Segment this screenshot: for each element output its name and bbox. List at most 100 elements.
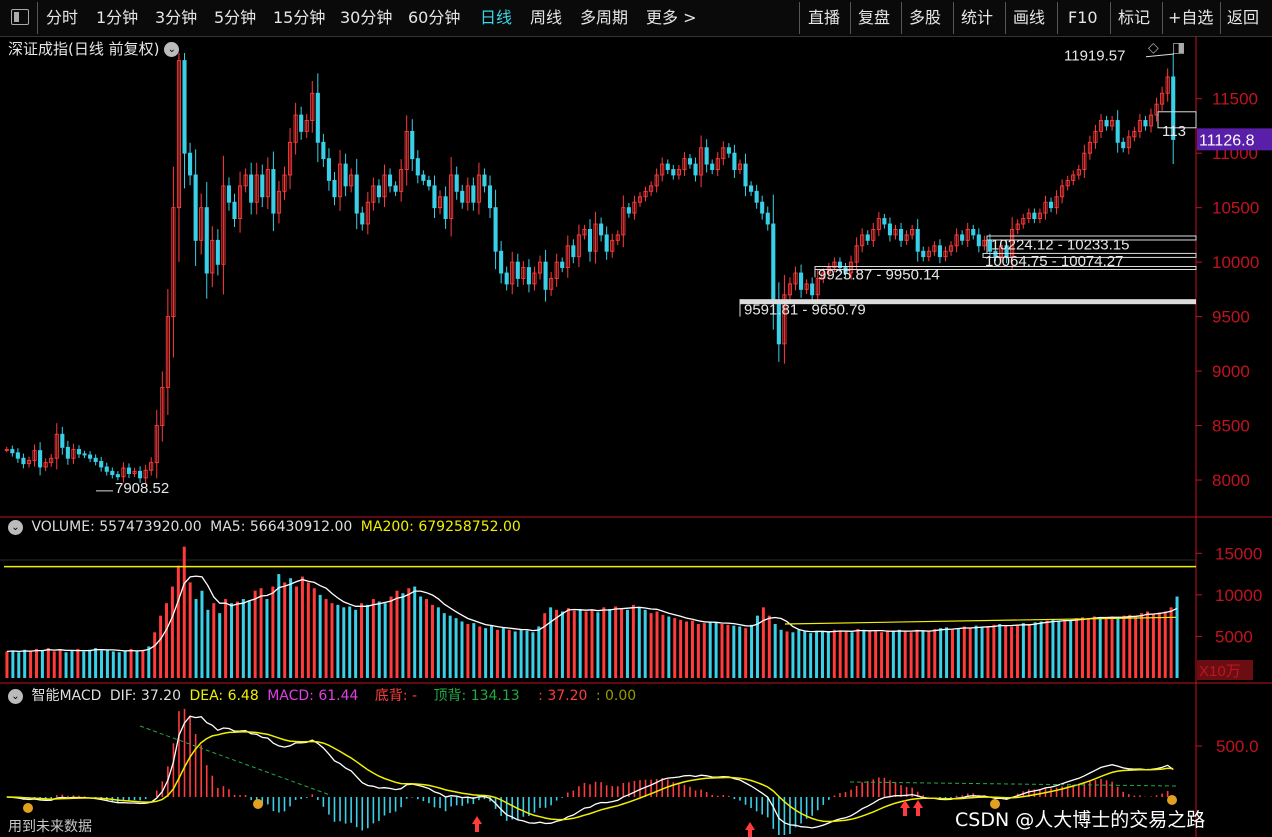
buy-arrow-icon — [745, 822, 755, 837]
toolbar-divider — [1005, 2, 1006, 34]
add-watchlist-button[interactable]: +自选 — [1168, 8, 1214, 27]
low-price-label: 7908.52 — [115, 480, 169, 497]
divergence-line — [139, 725, 331, 796]
top-divergence: 顶背: 134.13 — [433, 688, 520, 704]
tab-1min[interactable]: 1分钟 — [96, 8, 139, 27]
candle-body — [1010, 229, 1015, 258]
candle-body — [899, 229, 904, 241]
candle-body — [676, 169, 681, 176]
candle-body — [293, 114, 298, 143]
tab-multi-period[interactable]: 多周期 — [580, 8, 629, 27]
candle-body — [393, 185, 398, 192]
tab-15min[interactable]: 15分钟 — [273, 8, 326, 27]
volume-bar — [744, 628, 748, 678]
volume-bar — [891, 630, 895, 678]
volume-bar — [501, 627, 505, 678]
volume-bar — [927, 631, 931, 678]
more-dropdown[interactable]: 更多 > — [646, 8, 697, 27]
chevron-down-icon[interactable]: ⌄ — [8, 519, 23, 535]
review-button[interactable]: 复盘 — [858, 8, 891, 27]
candle-body — [1026, 212, 1031, 220]
chevron-down-icon[interactable]: ⌄ — [8, 688, 23, 704]
candle-body — [332, 179, 337, 198]
volume-bar — [123, 650, 127, 678]
volume-bar — [986, 626, 990, 678]
volume-bar — [915, 629, 919, 678]
volume-bar — [732, 625, 736, 678]
side-box — [1157, 111, 1197, 129]
volume-bar — [1004, 625, 1008, 678]
volume-bar — [495, 629, 499, 678]
mark-button[interactable]: 标记 — [1118, 8, 1151, 27]
candle-body — [143, 469, 148, 479]
volume-bar — [342, 607, 346, 678]
volume-bar — [454, 618, 458, 678]
candle-body — [832, 261, 837, 269]
volume-bar — [1057, 621, 1061, 678]
volume-bar — [945, 627, 949, 678]
candle-body — [226, 185, 232, 203]
tab-60min[interactable]: 60分钟 — [408, 8, 461, 27]
window-icon[interactable]: ◨ — [1172, 40, 1186, 56]
volume-bar — [874, 630, 878, 678]
candle-body — [160, 386, 165, 427]
candle-body — [487, 185, 493, 209]
chevron-down-icon[interactable]: ⌄ — [164, 42, 180, 57]
volume-bar — [377, 601, 381, 678]
candle-body — [682, 158, 687, 170]
volume-bar — [1075, 618, 1079, 678]
candle-body — [1032, 212, 1037, 220]
tab-3min[interactable]: 3分钟 — [155, 8, 198, 27]
candle-body — [787, 283, 793, 296]
panel-toggle-icon[interactable] — [11, 9, 29, 25]
tab-5min[interactable]: 5分钟 — [214, 8, 257, 27]
volume-bar — [1051, 619, 1055, 678]
candle-body — [771, 223, 776, 301]
tab-daily[interactable]: 日线 — [480, 8, 513, 27]
volume-bar — [46, 648, 50, 678]
period-toolbar: 分时 1分钟 3分钟 5分钟 15分钟 30分钟 60分钟 日线 周线 多周期 … — [0, 0, 1272, 37]
candle-body — [10, 449, 15, 454]
candle-body — [976, 234, 981, 247]
volume-bar — [1010, 626, 1014, 678]
live-button[interactable]: 直播 — [808, 8, 841, 27]
volume-bar — [478, 626, 482, 678]
f10-button[interactable]: F10 — [1068, 8, 1098, 27]
volume-value: 557473920.00 — [99, 519, 202, 535]
back-button[interactable]: 返回 — [1227, 8, 1260, 27]
candle-body — [554, 261, 559, 279]
candle-body — [382, 174, 387, 198]
volume-bar — [466, 623, 470, 678]
high-arrow — [1145, 53, 1175, 58]
multi-stock-button[interactable]: 多股 — [909, 8, 942, 27]
candle-body — [204, 207, 209, 274]
volume-bars — [4, 546, 1196, 678]
candle-body — [15, 452, 20, 459]
volume-bar — [620, 608, 624, 678]
tab-weekly[interactable]: 周线 — [530, 8, 563, 27]
volume-axis: 15000 10000 5000 X10万 — [1196, 544, 1262, 680]
candle-body — [276, 190, 281, 214]
volume-bar — [850, 632, 854, 678]
statistics-button[interactable]: 统计 — [961, 8, 994, 27]
candle-body — [582, 229, 587, 236]
volume-bar — [1128, 614, 1132, 678]
candle-body — [99, 461, 104, 468]
volume-bar — [696, 623, 700, 678]
chart-area[interactable]: 1150011000105001000095009000850080001112… — [0, 36, 1272, 837]
diamond-icon[interactable]: ◇ — [1148, 40, 1159, 56]
macd-header: ⌄ 智能MACD DIF: 37.20 DEA: 6.48 MACD: 61.4… — [8, 685, 636, 705]
tab-30min[interactable]: 30分钟 — [340, 8, 393, 27]
candle-body — [637, 196, 643, 203]
toolbar-divider — [1162, 2, 1163, 34]
candle-body — [337, 163, 343, 198]
candle-body — [593, 223, 598, 252]
volume-bar — [29, 651, 33, 678]
volume-tick-label: 10000 — [1215, 586, 1262, 605]
volume-bar — [206, 609, 210, 678]
volume-bar — [826, 632, 830, 678]
tab-intraday[interactable]: 分时 — [46, 8, 79, 27]
price-tick-label: 10000 — [1212, 253, 1259, 272]
volume-bar — [1134, 616, 1138, 678]
draw-line-button[interactable]: 画线 — [1013, 8, 1046, 27]
